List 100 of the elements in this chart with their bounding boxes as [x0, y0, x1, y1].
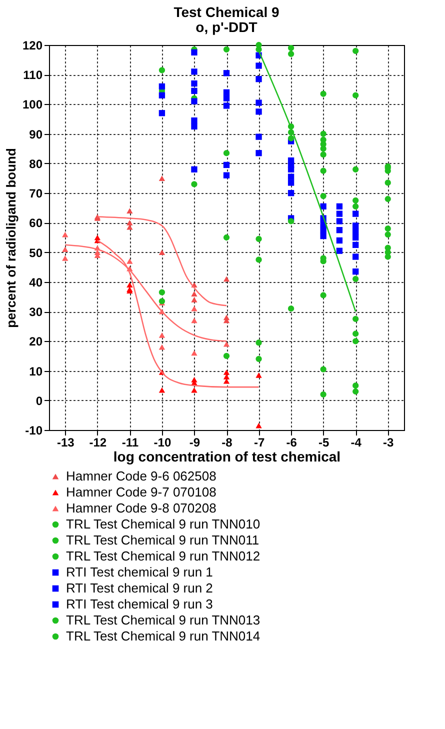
point: [62, 232, 68, 238]
point: [320, 232, 326, 240]
point: [320, 152, 326, 158]
point: [191, 80, 198, 87]
point: [352, 242, 359, 248]
point: [256, 356, 262, 362]
legend-label: RTI Test chemical 9 run 1: [66, 564, 213, 580]
point: [352, 92, 359, 98]
point: [352, 338, 359, 344]
point: [336, 227, 343, 234]
point: [158, 250, 166, 255]
point: [256, 150, 262, 156]
y-tick-label: 80: [29, 156, 43, 171]
point: [320, 391, 326, 398]
point: [256, 134, 262, 140]
y-tick-label: 70: [29, 186, 43, 201]
point: [256, 372, 262, 378]
x-tick-label: -13: [56, 436, 75, 450]
point: [352, 210, 359, 217]
point: [352, 222, 359, 229]
point: [256, 256, 262, 263]
point: [191, 318, 198, 324]
y-tick-label: -10: [25, 424, 43, 438]
y-tick-label: 0: [36, 394, 43, 408]
y-tick-label: 40: [29, 275, 43, 290]
legend-label: RTI Test chemical 9 run 3: [66, 596, 213, 612]
point: [191, 123, 198, 130]
point: [223, 234, 230, 241]
point: [288, 180, 294, 186]
point: [320, 227, 326, 234]
point: [191, 297, 198, 302]
point: [320, 366, 326, 372]
point: [352, 254, 359, 260]
point: [223, 102, 230, 109]
point: [191, 117, 198, 124]
point: [336, 203, 343, 210]
point: [288, 218, 294, 224]
point: [320, 292, 326, 298]
point: [158, 289, 166, 296]
point: [352, 316, 359, 322]
legend-label: Hamner Code 9-8 070208: [66, 500, 216, 516]
x-tick-label: -12: [89, 436, 107, 450]
point: [256, 422, 262, 428]
point: [320, 168, 326, 174]
point: [223, 46, 230, 53]
point: [352, 382, 359, 389]
y-tick-label: 10: [29, 364, 43, 378]
x-tick-label: -9: [189, 436, 200, 450]
point: [352, 203, 359, 210]
point: [126, 220, 133, 226]
point: [256, 62, 262, 69]
legend-label: RTI Test chemical 9 run 2: [66, 580, 213, 596]
point: [320, 130, 326, 137]
point: [352, 268, 359, 275]
x-tick-label: -6: [286, 436, 298, 450]
point: [223, 172, 230, 178]
y-axis-title: percent of radioligand bound: [3, 148, 18, 328]
point: [158, 67, 166, 74]
point: [223, 150, 230, 156]
point: [288, 174, 294, 180]
point: [288, 44, 294, 52]
y-tick-label: 20: [29, 334, 43, 349]
point: [256, 76, 262, 82]
point: [336, 248, 343, 254]
y-tick-label: 90: [29, 127, 43, 142]
point: [158, 387, 166, 393]
point: [126, 282, 133, 288]
point: [336, 210, 343, 217]
point: [288, 306, 294, 312]
legend-label: TRL Test Chemical 9 run TNN011: [66, 532, 260, 548]
point: [191, 68, 198, 75]
point: [191, 387, 198, 393]
point: [191, 98, 198, 104]
point: [288, 50, 294, 57]
point: [158, 92, 166, 98]
x-tick-label: -8: [222, 436, 233, 450]
point: [256, 236, 262, 242]
point: [191, 350, 198, 356]
point: [191, 291, 198, 296]
point: [352, 48, 359, 54]
point: [223, 341, 230, 347]
point: [352, 166, 359, 172]
point: [191, 166, 198, 172]
legend-label: TRL Test Chemical 9 run TNN012: [66, 548, 260, 564]
point: [384, 196, 391, 202]
point: [352, 234, 359, 241]
point: [320, 203, 326, 210]
point: [352, 330, 359, 337]
point: [352, 388, 359, 395]
point: [352, 276, 359, 282]
y-tick-label: 50: [29, 246, 43, 260]
point: [320, 146, 326, 152]
point: [384, 226, 391, 232]
x-tick-label: -11: [122, 436, 139, 450]
x-tick-label: -5: [318, 436, 330, 450]
point: [158, 176, 166, 181]
x-tick-label: -10: [154, 436, 172, 450]
point: [126, 258, 133, 264]
point: [126, 208, 133, 214]
x-axis-title: log concentration of test chemical: [113, 448, 341, 464]
